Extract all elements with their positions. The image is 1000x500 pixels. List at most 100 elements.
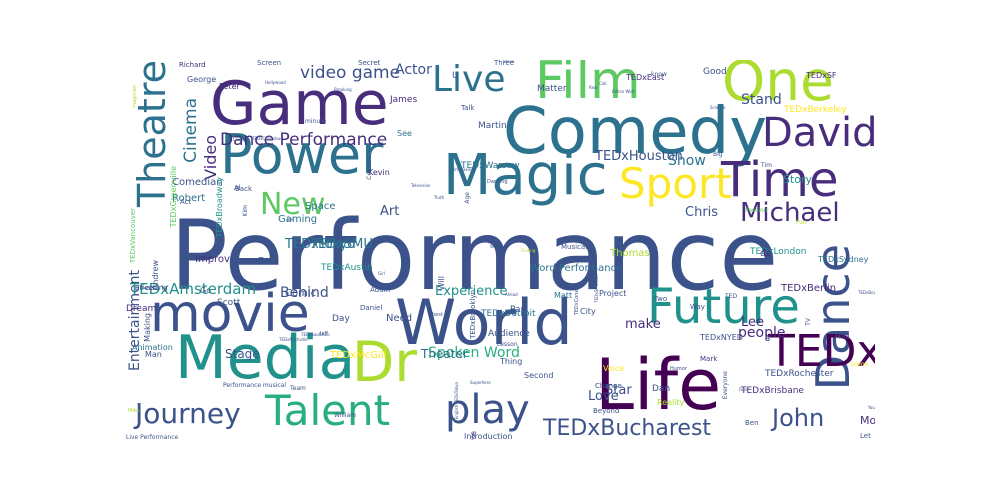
word-adam: Adam xyxy=(370,286,391,294)
word-two: Two xyxy=(654,295,668,303)
word-jeff: Jeff xyxy=(320,331,328,337)
word-behind: Behind xyxy=(280,285,329,301)
word-love: Love xyxy=(588,389,619,404)
word-magic: Magic xyxy=(443,143,608,208)
word-movie: movie xyxy=(150,284,310,344)
word-thomas: Thomas xyxy=(610,248,650,259)
word-people: people xyxy=(738,325,786,341)
word-mark: Mark xyxy=(700,355,718,363)
word-tedxamsterdam: TEDxAmsterdam xyxy=(130,280,257,298)
word-finding: Finding xyxy=(521,248,536,253)
word-lesson: Lesson xyxy=(497,341,518,348)
word-s: s xyxy=(765,333,771,344)
word-story: Story xyxy=(783,173,813,186)
word-tedxsf-billion: TEDxSF Billion xyxy=(594,274,599,303)
word-de: de xyxy=(760,249,772,259)
word-ben: Ben xyxy=(745,419,759,427)
word-effect: Effect xyxy=(135,284,156,292)
word-dance-performance: Dance Performance xyxy=(220,130,388,150)
word-cloud: Performance Life World Comedy Game Media Magic… xyxy=(125,60,875,440)
word-theatre: Theatre xyxy=(130,60,174,208)
word-mike: Mike xyxy=(128,408,140,414)
word-power: Power xyxy=(220,123,384,186)
word-u: U xyxy=(452,71,459,81)
word-scott: Scott xyxy=(217,298,241,308)
word-world: World xyxy=(395,286,573,359)
word-jim: Jim xyxy=(287,217,294,222)
word-word-performance: Word Performance xyxy=(530,263,623,274)
word-talk: Talk xyxy=(461,104,475,112)
word-fun: Fun xyxy=(796,219,807,226)
word-video-game: video game xyxy=(300,63,401,83)
word-future: Future xyxy=(647,279,800,335)
word-john: John xyxy=(772,404,825,432)
word-tedxbrisbane: TEDxBrisbane xyxy=(741,386,804,396)
word-good: Good xyxy=(703,67,727,77)
word-tedxhouston: TEDxHouston xyxy=(595,149,683,164)
word-theater: Theater xyxy=(421,347,468,361)
word-art: Art xyxy=(380,204,400,219)
word-daniel: Daniel xyxy=(360,304,383,312)
word-ahead: Ahead xyxy=(505,292,518,297)
word-experience: Experience xyxy=(435,284,508,299)
word-mind: Mind xyxy=(835,334,850,341)
word-project: Project xyxy=(599,289,627,298)
word-hollywood: Hollywood xyxy=(265,80,286,85)
word-kim: Kim xyxy=(242,205,249,217)
word-part: Part xyxy=(510,305,528,315)
word-tedxbrooklyn: TEDxBrooklyn xyxy=(469,290,477,339)
word-tedxsmu: TEDxSMU xyxy=(310,237,373,252)
word-scene: Scene xyxy=(850,361,869,368)
word-performance: Performance xyxy=(170,200,779,312)
word-call: Call xyxy=(599,81,607,86)
word-acting: acting xyxy=(146,284,168,292)
word-best: best xyxy=(432,312,443,318)
word-tedxlondon: TEDxLondon xyxy=(750,247,807,257)
word-team: Team xyxy=(290,385,306,392)
word-filmmaking: Filmmaking xyxy=(451,167,474,172)
word-matt: Matt xyxy=(554,291,573,300)
word-chris: Chris xyxy=(685,205,719,220)
word-live: Live xyxy=(432,60,506,100)
word-tedxdetroit: TEDxDetroit xyxy=(481,309,536,319)
word-new: New xyxy=(260,187,326,222)
word-one: One xyxy=(722,60,834,113)
word-three: Three xyxy=(494,60,515,67)
word-talent: Talent xyxy=(265,386,391,435)
word-al: Al xyxy=(234,184,241,192)
word-richard: Richard xyxy=(179,61,206,69)
word-tedxconejo: TEDxConejo xyxy=(574,285,580,316)
word-tedxrochester: TEDxRochester xyxy=(765,369,834,379)
word-audience: Audience xyxy=(488,329,530,339)
word-tedxvancouver: TEDxVancouver xyxy=(129,208,137,264)
word-life: Life xyxy=(595,344,722,426)
word-david: David xyxy=(762,110,875,156)
word-superhero: Superhero xyxy=(470,380,491,385)
word-humor: Humor xyxy=(670,366,687,372)
word-paul: Paul xyxy=(258,256,279,267)
word-girl: Girl xyxy=(378,271,385,276)
word-television: Television xyxy=(411,183,431,188)
word-time: Time xyxy=(721,152,839,208)
word-way: Way xyxy=(690,303,705,311)
word-play: play xyxy=(445,387,530,433)
word-james: James xyxy=(390,95,418,105)
word-musical: Musical xyxy=(561,243,588,251)
word-screen: Screen xyxy=(257,60,282,67)
word-comic: Comic xyxy=(285,288,317,299)
word-young: Young xyxy=(868,405,875,410)
word-thing: Thing xyxy=(500,357,523,366)
word-journey: Journey xyxy=(135,397,241,430)
word-tedxboulder: TEDxBoulder xyxy=(858,290,875,295)
word-live-performance: Live Performance xyxy=(126,434,179,441)
word-robert: Robert xyxy=(172,193,206,204)
word-age: Age xyxy=(464,192,471,204)
word-reality: Reality xyxy=(657,398,685,407)
word-second: Second xyxy=(524,371,554,380)
word-billion-well: Billion Well xyxy=(612,89,634,94)
word-lee: Lee xyxy=(741,315,765,330)
word-performance-musical: Performance musical xyxy=(223,382,287,389)
word-secret: Secret xyxy=(358,60,381,67)
word-tedxbroadway: TEDxBroadway xyxy=(215,177,224,238)
word-tedxaustin: TEDxAustin xyxy=(321,263,373,273)
